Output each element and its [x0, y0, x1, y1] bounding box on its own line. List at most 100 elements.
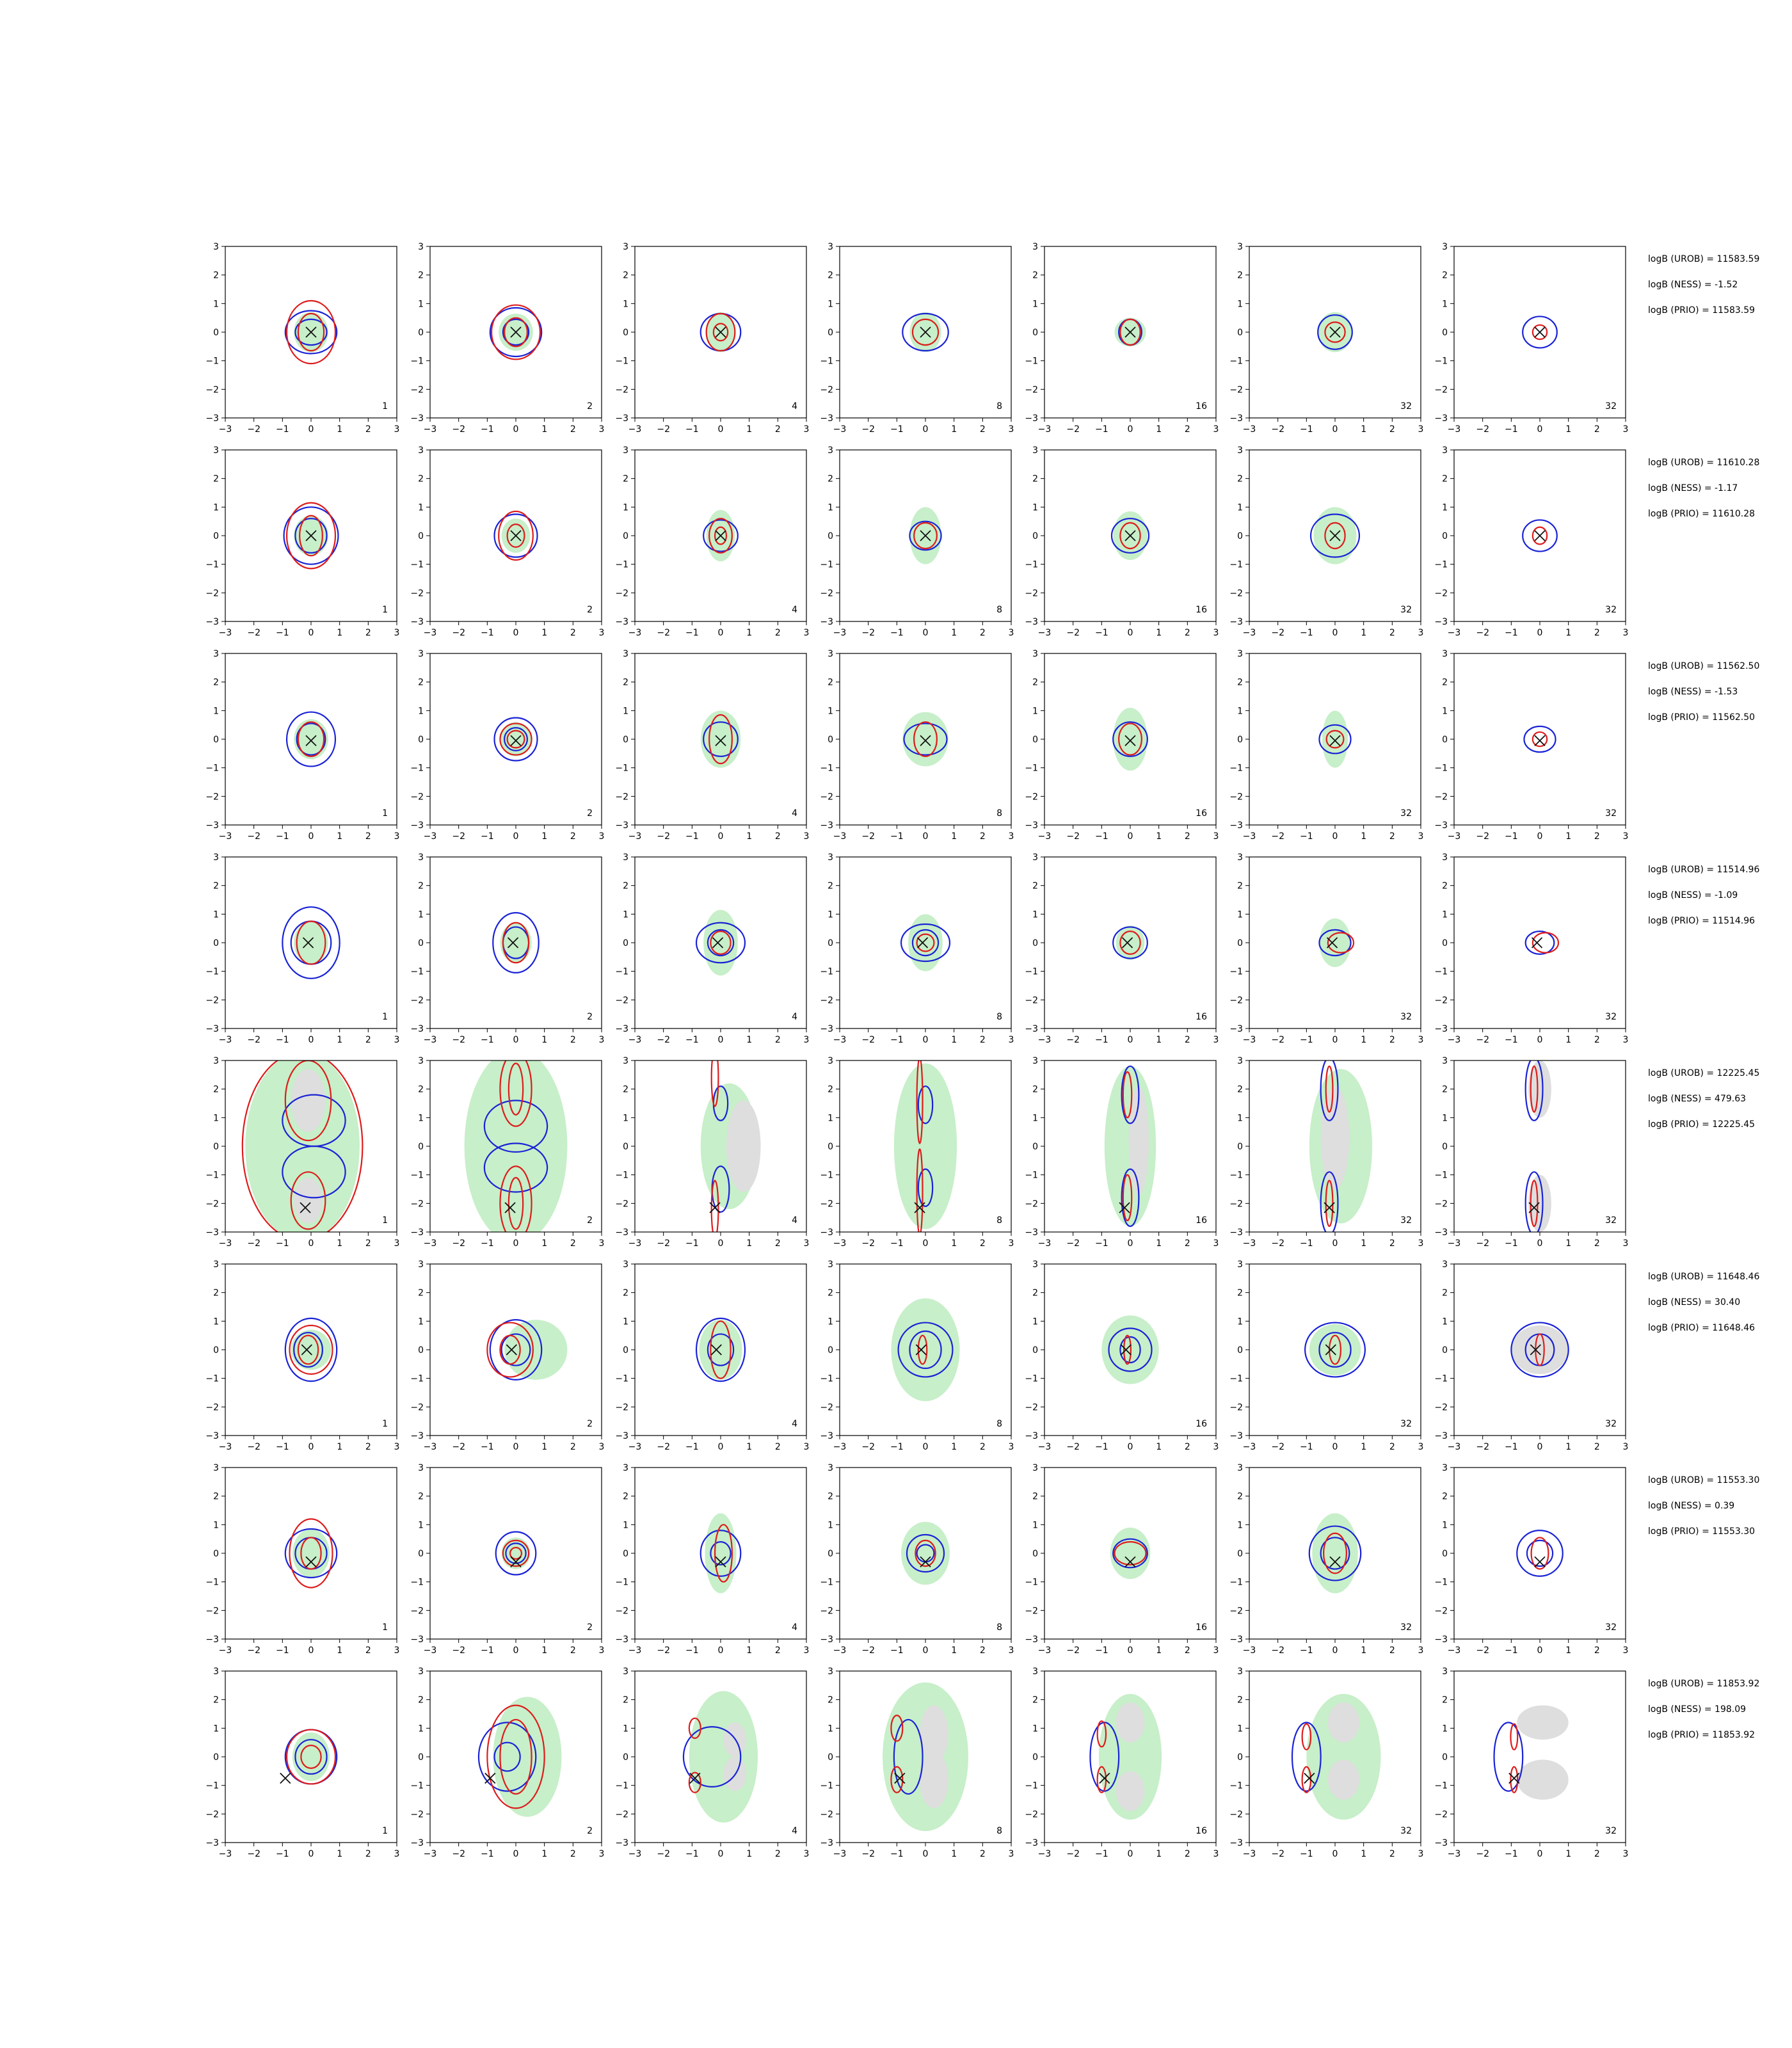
y-tick-label: 1 [1442, 1724, 1448, 1734]
green-density-region [1312, 1513, 1358, 1594]
x-tick-label: 3 [394, 1645, 400, 1656]
x-tick-label: 1 [951, 831, 957, 842]
true-value-marker [1530, 1344, 1541, 1356]
green-density-region [500, 922, 532, 963]
y-tick-label: −1 [410, 1578, 424, 1588]
x-tick-label: −3 [833, 1238, 847, 1249]
plot-area [241, 1060, 364, 1232]
x-tick-label: −3 [628, 831, 642, 842]
y-tick-label: 0 [1442, 1549, 1448, 1559]
subplot-panel: −3 −2 −1 0 1 2 3 −3 −2 −1 0 1 2 3 8 [820, 852, 1014, 1045]
y-tick-label: 0 [623, 531, 628, 541]
x-tick-label: −1 [276, 1035, 289, 1045]
panel-iteration-label: 4 [792, 1419, 797, 1429]
plot-area [700, 1060, 761, 1232]
red-contour [916, 933, 935, 952]
subplot-panel: −3 −2 −1 0 1 2 3 −3 −2 −1 0 1 2 3 2 [410, 649, 604, 842]
y-tick-label: −3 [820, 1431, 833, 1441]
red-contour [1325, 730, 1345, 749]
y-tick-label: −1 [615, 1781, 628, 1791]
axes-frame [1453, 856, 1626, 1029]
y-tick-label: −2 [1434, 1402, 1448, 1412]
y-tick-label: −3 [1434, 617, 1448, 627]
marker-stroke [1124, 735, 1136, 746]
y-tick-label: −2 [410, 588, 424, 598]
x-tick-label: 3 [1418, 1035, 1424, 1045]
x-tick-label: 3 [1623, 1645, 1629, 1656]
logb-annotation: logB (PRIO) = 12225.45 [1648, 1119, 1755, 1130]
true-value-marker [510, 1556, 522, 1568]
x-tick-label: −3 [833, 1442, 847, 1452]
y-tick-label: −3 [1229, 1431, 1243, 1441]
x-tick-label: 1 [541, 1645, 547, 1656]
y-tick-label: 3 [418, 1667, 424, 1677]
y-tick-label: 2 [623, 881, 628, 892]
x-tick-label: −1 [1505, 1238, 1518, 1249]
red-contour [890, 1766, 904, 1793]
blue-contour [1524, 1060, 1544, 1121]
true-value-marker [1124, 735, 1136, 746]
marker-stroke [920, 1556, 931, 1568]
plot-area [1524, 1060, 1551, 1232]
x-tick-label: −2 [247, 1238, 260, 1249]
y-tick-label: 1 [213, 1113, 219, 1123]
y-tick-label: 3 [213, 1260, 219, 1270]
x-tick-label: −3 [1243, 831, 1256, 842]
y-tick-label: 3 [1032, 1260, 1038, 1270]
y-tick-label: −2 [205, 1606, 219, 1616]
x-tick-label: −1 [685, 1849, 699, 1859]
x-tick-label: 1 [337, 1442, 342, 1452]
x-tick-label: 1 [1156, 1035, 1162, 1045]
x-tick-label: 3 [1623, 628, 1629, 638]
y-tick-label: 1 [213, 909, 219, 920]
x-tick-label: −2 [1271, 1238, 1284, 1249]
x-tick-label: 2 [1185, 1849, 1190, 1859]
panel-iteration-label: 2 [587, 1826, 593, 1836]
y-tick-label: −2 [410, 995, 424, 1005]
y-tick-label: 1 [418, 299, 424, 309]
green-density-region [883, 1682, 968, 1832]
y-tick-label: −2 [1025, 995, 1038, 1005]
panel-iteration-label: 16 [1196, 1826, 1207, 1836]
panel-iteration-label: 32 [1400, 1622, 1412, 1633]
x-tick-label: −3 [628, 1238, 642, 1249]
subplot-panel: −3 −2 −1 0 1 2 3 −3 −2 −1 0 1 2 3 16 [1025, 1056, 1219, 1249]
x-tick-label: 0 [1537, 831, 1543, 842]
y-tick-label: 3 [828, 1260, 833, 1270]
x-tick-label: 3 [1213, 831, 1219, 842]
y-tick-label: 0 [828, 531, 833, 541]
y-tick-label: −1 [205, 1781, 219, 1791]
red-contour [504, 317, 528, 348]
panel-iteration-label: 1 [382, 401, 388, 412]
true-value-marker [715, 735, 726, 746]
marker-stroke [484, 1772, 496, 1784]
marker-stroke [1530, 1344, 1541, 1356]
x-tick-label: 2 [980, 831, 986, 842]
x-tick-label: 2 [775, 1442, 781, 1452]
blue-contour [1516, 1530, 1564, 1577]
y-tick-label: 1 [1032, 706, 1038, 716]
red-contour [913, 522, 938, 550]
true-value-marker [1326, 937, 1338, 948]
panel-iteration-label: 8 [996, 1012, 1002, 1022]
y-tick-label: −2 [1229, 1606, 1243, 1616]
plot-area [493, 510, 538, 561]
blue-contour [1308, 1525, 1362, 1581]
panel-iteration-label: 32 [1605, 1826, 1617, 1836]
red-contour [1096, 1720, 1107, 1748]
y-tick-label: 2 [213, 1085, 219, 1095]
y-tick-label: −2 [1434, 1199, 1448, 1209]
y-tick-label: 1 [623, 502, 628, 513]
x-tick-label: 2 [570, 1442, 576, 1452]
grey-density-region [1128, 1086, 1149, 1195]
y-tick-label: 0 [828, 1752, 833, 1763]
y-tick-label: −2 [615, 995, 628, 1005]
x-tick-label: 1 [1565, 1238, 1571, 1249]
plot-area [1308, 1513, 1362, 1594]
x-tick-label: 0 [1128, 831, 1133, 842]
y-tick-label: 2 [213, 1492, 219, 1502]
marker-stroke [1124, 530, 1136, 541]
y-tick-label: −3 [1434, 1228, 1448, 1238]
x-tick-label: 2 [570, 424, 576, 435]
y-tick-label: −3 [1229, 1024, 1243, 1034]
